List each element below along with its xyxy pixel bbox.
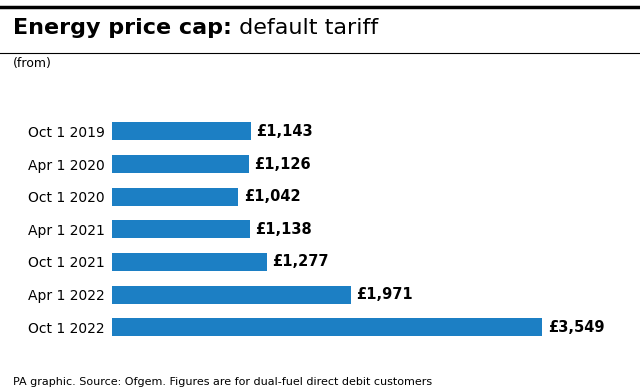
- Bar: [112, 286, 351, 303]
- Text: £1,277: £1,277: [272, 254, 329, 269]
- Text: Energy price cap:: Energy price cap:: [13, 18, 232, 38]
- Bar: [112, 155, 248, 173]
- Text: (from): (from): [13, 57, 52, 70]
- Text: default tariff: default tariff: [232, 18, 378, 38]
- Bar: [112, 318, 542, 336]
- Text: PA graphic. Source: Ofgem. Figures are for dual-fuel direct debit customers: PA graphic. Source: Ofgem. Figures are f…: [13, 377, 432, 387]
- Bar: [112, 122, 251, 140]
- Text: £1,971: £1,971: [356, 287, 413, 302]
- Text: £1,126: £1,126: [254, 156, 310, 172]
- Text: £1,042: £1,042: [244, 189, 300, 204]
- Bar: [112, 220, 250, 238]
- Text: £3,549: £3,549: [548, 320, 604, 335]
- Text: £1,138: £1,138: [255, 222, 312, 237]
- Bar: [112, 188, 238, 206]
- Bar: [112, 253, 267, 271]
- Text: £1,143: £1,143: [256, 124, 313, 139]
